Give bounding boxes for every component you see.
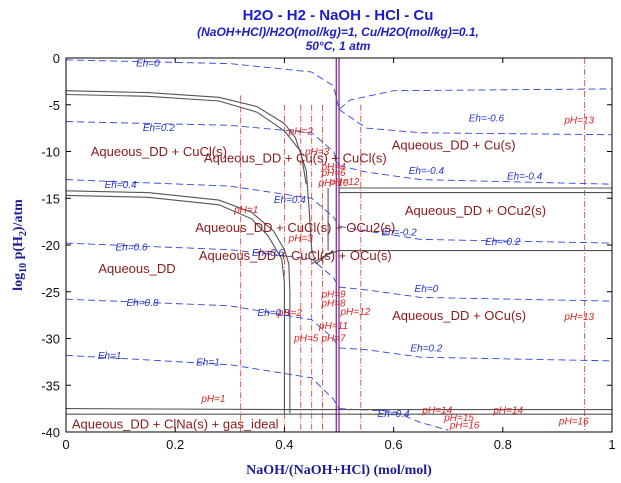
- region-label: Aqueous_DD: [98, 261, 175, 276]
- eh-label: Eh=0.2: [410, 344, 442, 355]
- eh-label: Eh=-0.2: [485, 237, 521, 248]
- y-tick-label: -35: [41, 378, 60, 393]
- y-tick-label: -5: [48, 98, 60, 113]
- eh-line: [338, 109, 612, 136]
- y-axis-label: log10 p(H2)/atm: [11, 199, 29, 291]
- eh-label: Eh=0.8: [257, 308, 289, 319]
- ph-label: pH=15: [443, 413, 474, 424]
- ph-label: pH=6: [320, 168, 346, 179]
- eh-line: [338, 347, 612, 362]
- eh-label: Eh=-0.4: [409, 166, 445, 177]
- x-axis-label: NaOH/(NaOH+HCl) (mol/mol): [246, 463, 432, 478]
- eh-line: [66, 59, 612, 111]
- ph-label: pH=5: [293, 333, 319, 344]
- eh-label: Eh=0.4: [378, 409, 410, 420]
- region-label: Aqueous_DD + ClNa(s) + gas_ideal: [72, 416, 279, 431]
- ph-label: pH=2: [277, 308, 303, 319]
- ph-label: pH=8: [320, 299, 346, 310]
- phase-boundary-upper-curve-2: [66, 93, 307, 185]
- y-tick-label: -20: [41, 238, 60, 253]
- region-label: Aqueous_DD + Cu(s) + CuCl(s): [204, 151, 387, 166]
- ph-label: pH=2: [288, 127, 314, 138]
- eh-label: Eh=0.8: [126, 298, 158, 309]
- y-tick-label: -40: [41, 425, 60, 440]
- phase-boundary-mid-curve-2: [66, 194, 285, 414]
- eh-line: [66, 242, 340, 288]
- phase-boundary-bottom-line: [66, 408, 612, 411]
- eh-line: [338, 225, 612, 244]
- eh-label: Eh=0.2: [143, 123, 175, 134]
- y-tick-label: -25: [41, 285, 60, 300]
- y-tick-label: -10: [41, 145, 60, 160]
- ph-label: pH=11: [318, 321, 348, 332]
- eh-label: Eh=1: [98, 351, 122, 362]
- region-label: Aqueous_DD + OCu(s): [392, 308, 526, 323]
- x-tick-label: 1: [608, 437, 615, 452]
- chart-subtitle-line1: (NaOH+HCl)/H2O(mol/kg)=1, Cu/H2O(mol/kg)…: [197, 25, 479, 39]
- eh-label: Eh=-0.2: [381, 228, 417, 239]
- ph-label: pH=12: [329, 177, 360, 188]
- ph-label: pH=16: [558, 417, 589, 428]
- region-label: Aqueous_DD + CuCl(s) + OCu(s): [199, 248, 392, 263]
- ph-label: pH=13: [563, 115, 594, 126]
- ph-label: pH=9: [320, 289, 346, 300]
- region-label: Aqueous_DD + CuCl(s) + OCu2(s): [195, 220, 395, 235]
- eh-line: [338, 286, 612, 302]
- eh-label: Eh=0.4: [105, 180, 137, 191]
- ph-label: pH=4: [320, 162, 346, 173]
- eh-line: [66, 354, 340, 409]
- x-tick-label: 0.6: [385, 437, 403, 452]
- eh-label: Eh=0: [136, 58, 160, 69]
- chart-title: H2O - H2 - NaOH - HCl - Cu: [243, 7, 434, 24]
- x-tick-label: 0: [62, 437, 69, 452]
- y-tick-label: 0: [53, 51, 60, 66]
- ph-label: pH=3: [288, 233, 314, 244]
- ph-label: pH=14: [421, 405, 452, 416]
- eh-label: Eh=0.6: [252, 248, 284, 259]
- eh-line: [66, 121, 340, 166]
- ph-label: pH=13: [563, 312, 594, 323]
- ph-label: pH=3: [304, 147, 330, 158]
- eh-line: [66, 179, 340, 227]
- ph-label: pH=7: [320, 333, 346, 344]
- eh-label: Eh=0.6: [116, 243, 148, 254]
- eh-label: Eh=-0.6: [469, 114, 505, 125]
- phase-boundary-ocu-curve: [311, 250, 334, 265]
- ph-label: pH=1: [233, 205, 258, 216]
- eh-line: [66, 298, 340, 349]
- ph-label: pH=12: [340, 307, 371, 318]
- eh-label: Eh=1: [196, 358, 220, 369]
- y-tick-label: -15: [41, 191, 60, 206]
- eh-label: Eh=0: [415, 284, 439, 295]
- ph-label: pH=1: [200, 394, 225, 405]
- y-tick-label: -30: [41, 332, 60, 347]
- phase-boundary-mid-curve-1: [66, 190, 291, 414]
- ph-label: pH=10: [318, 178, 349, 189]
- eh-label: Eh=-0.4: [507, 172, 543, 183]
- eh-label: Eh=0.4: [274, 195, 306, 206]
- ph-label: pH=14: [492, 405, 523, 416]
- x-tick-label: 0.2: [166, 437, 184, 452]
- eh-line: [338, 165, 612, 185]
- chart-subtitle-line2: 50°C, 1 atm: [306, 39, 371, 53]
- ph-label: pH=16: [449, 420, 480, 431]
- region-label: Aqueous_DD + OCu2(s): [405, 203, 546, 218]
- x-tick-label: 0.8: [494, 437, 512, 452]
- region-label: Aqueous_DD + CuCl(s): [91, 144, 227, 159]
- region-label: Aqueous_DD + Cu(s): [392, 138, 516, 153]
- x-tick-label: 0.4: [275, 437, 293, 452]
